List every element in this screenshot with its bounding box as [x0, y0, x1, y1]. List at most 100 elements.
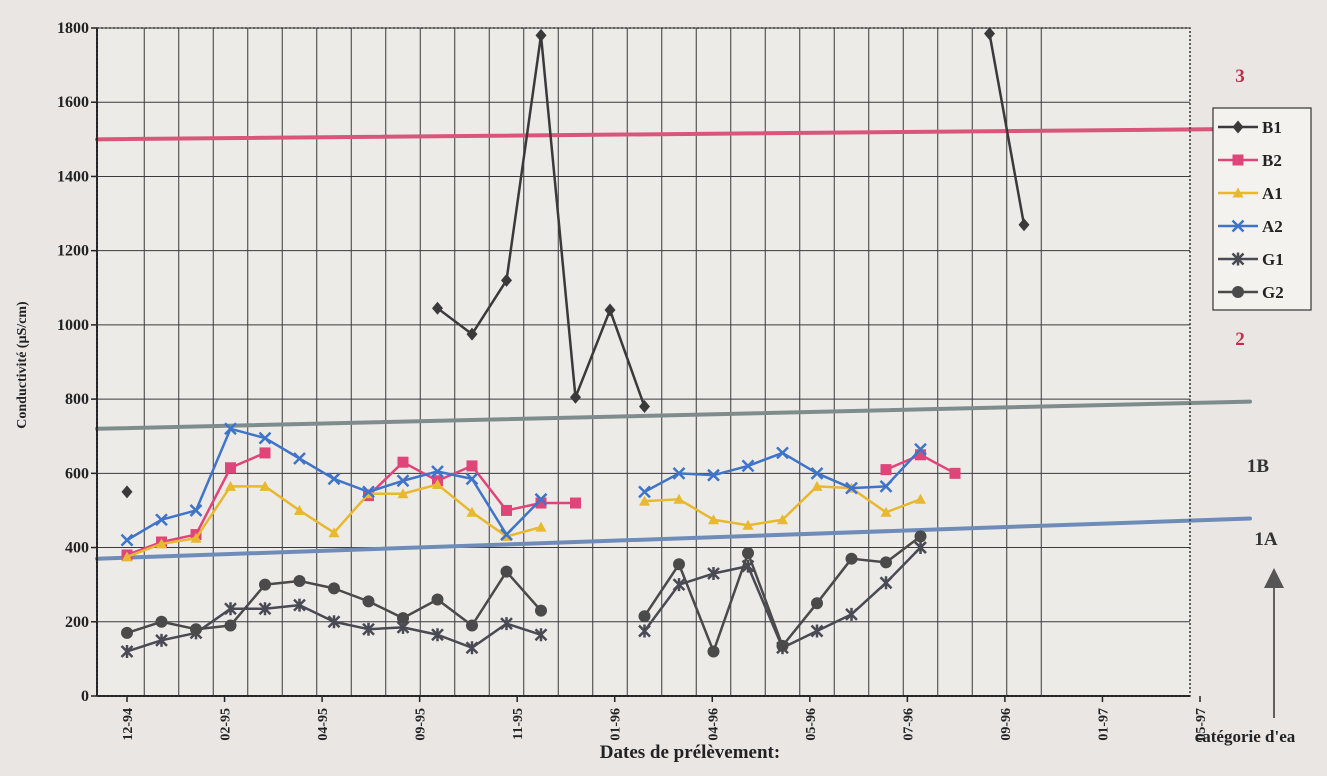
data-point-A1: [466, 506, 478, 517]
category-lines: [95, 126, 1252, 561]
data-point-G2: [880, 556, 892, 569]
y-tick-label: 1000: [57, 317, 89, 334]
data-point-A2: [638, 485, 651, 499]
data-point-G1: [293, 598, 306, 612]
data-point-G1: [465, 641, 479, 655]
data-point-A2: [120, 533, 134, 547]
data-point-G1: [500, 617, 513, 631]
data-point-G2: [224, 619, 237, 632]
data-point-A1: [639, 495, 650, 506]
data-point-A1: [190, 532, 202, 543]
legend: B1 B2 A1 A2 G1 G2: [1212, 107, 1312, 311]
legend-marker-A1: [1232, 187, 1244, 198]
data-point-B1: [984, 27, 995, 41]
data-point-G2: [638, 610, 651, 623]
data-point-A2: [845, 481, 858, 495]
series-B1: [121, 27, 1030, 499]
data-point-A1: [708, 514, 719, 525]
plot-border: [96, 27, 1191, 697]
legend-label-B2: B2: [1262, 151, 1282, 170]
data-point-A1: [397, 488, 409, 499]
series-line-B1: [988, 33, 1026, 225]
data-point-G2: [466, 619, 478, 632]
legend-label-G1: G1: [1262, 250, 1284, 269]
data-point-A1: [742, 519, 754, 530]
data-point-G1: [155, 633, 168, 647]
data-point-A1: [673, 493, 685, 504]
x-tick-label: 09-95: [414, 708, 429, 741]
x-axis-ticks: 12-94 02-95 04-95 09-95 11-95 01-96 04-96 05-96…: [121, 696, 1209, 741]
data-point-G2: [742, 547, 754, 560]
data-point-A2: [741, 459, 755, 473]
data-point-A2: [500, 528, 513, 541]
data-point-A2: [189, 504, 203, 517]
data-point-G1: [879, 576, 893, 590]
legend-marker-B1: [1232, 120, 1244, 134]
data-point-A1: [535, 521, 547, 532]
data-point-G1: [120, 644, 134, 658]
data-point-G2: [259, 578, 271, 591]
category-label-2: 2: [1235, 329, 1245, 350]
data-point-G1: [258, 602, 272, 616]
data-point-B1: [432, 301, 443, 315]
category-axis-label: catégorie d'ea: [1195, 727, 1296, 746]
data-point-A2: [776, 446, 789, 460]
data-point-A1: [121, 551, 133, 562]
data-point-G2: [190, 623, 202, 636]
data-point-A2: [534, 492, 548, 506]
data-point-A1: [811, 480, 823, 491]
data-point-G2: [845, 552, 858, 565]
data-point-G2: [293, 574, 306, 587]
data-point-B2: [570, 497, 581, 509]
data-point-G2: [362, 595, 375, 608]
category-label-1A: 1A: [1254, 529, 1278, 550]
data-point-G2: [811, 597, 823, 610]
legend-marker-B2: [1232, 154, 1244, 166]
legend-box: [1212, 107, 1312, 311]
x-tick-label: 12-94: [121, 708, 136, 741]
data-point-B2: [259, 447, 271, 459]
data-point-G2: [914, 530, 927, 543]
x-tick-label: 05-97: [1194, 708, 1209, 741]
y-tick-label: 0: [81, 688, 89, 705]
data-point-G2: [707, 645, 720, 658]
data-point-A1: [880, 506, 892, 517]
data-point-B2: [397, 456, 409, 468]
data-point-G2: [535, 604, 547, 617]
data-point-A1: [915, 493, 926, 504]
y-tick-label: 800: [65, 391, 89, 408]
legend-marker-G1: [1231, 252, 1245, 266]
data-point-A1: [777, 514, 788, 525]
y-tick-label: 1800: [57, 20, 89, 37]
data-point-A2: [224, 422, 237, 436]
data-point-G1: [707, 567, 720, 581]
data-point-A2: [672, 466, 686, 480]
data-point-G1: [810, 624, 824, 638]
data-point-A2: [431, 465, 444, 478]
data-point-A1: [225, 480, 236, 491]
series-G2: [121, 530, 927, 658]
data-point-A2: [327, 472, 341, 486]
data-point-G2: [155, 615, 168, 628]
data-point-A2: [914, 442, 927, 456]
x-tick-label: 01-96: [609, 708, 624, 741]
category-line-1B: [95, 516, 1252, 561]
data-point-G1: [362, 622, 375, 636]
data-point-A2: [707, 468, 720, 482]
category-label-1B: 1B: [1247, 456, 1270, 477]
legend-label-A2: A2: [1262, 217, 1283, 236]
x-tick-label: 01-97: [1096, 708, 1111, 741]
y-axis-label: Conductivité (µS/cm): [15, 301, 30, 429]
data-point-A2: [258, 431, 272, 445]
data-point-A1: [156, 538, 167, 549]
data-point-A2: [810, 466, 824, 480]
data-point-G2: [673, 558, 685, 571]
category-arrow-head-icon: [1264, 568, 1284, 588]
data-point-G2: [121, 626, 133, 639]
data-point-B1: [570, 390, 581, 404]
data-point-A2: [396, 474, 410, 488]
legend-marker-A2: [1231, 219, 1245, 233]
data-point-B2: [501, 504, 512, 516]
data-point-B2: [466, 460, 478, 472]
